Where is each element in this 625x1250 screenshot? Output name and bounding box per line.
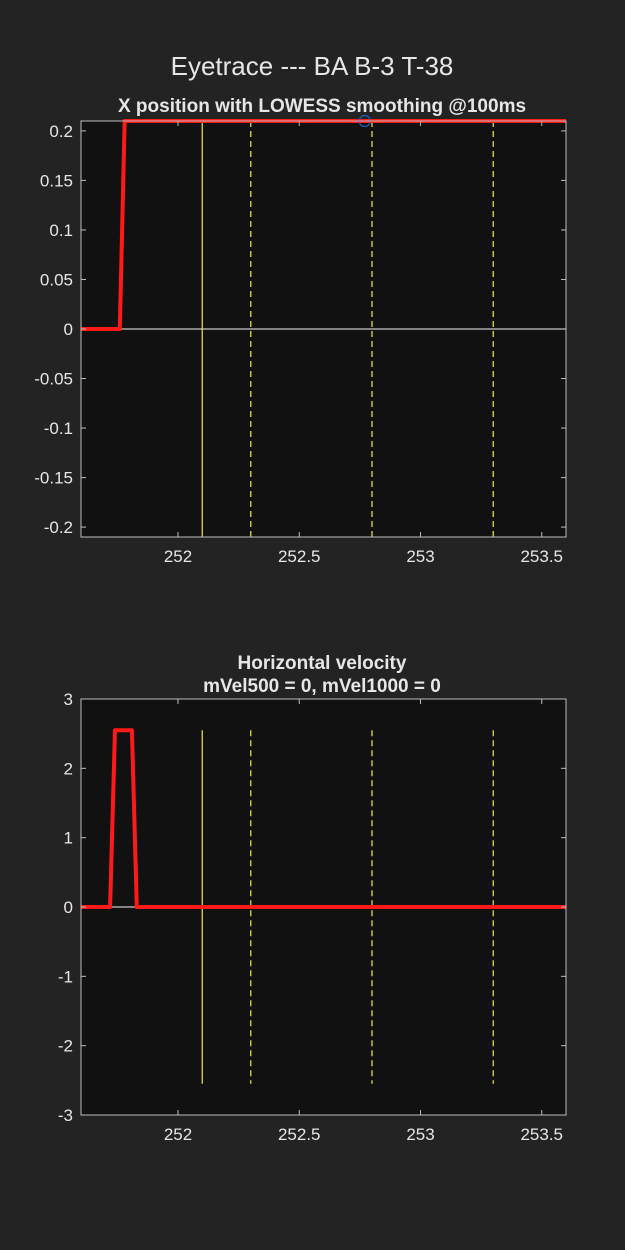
vel-xtick-label-1: 252.5 [278, 1125, 321, 1144]
vel-trace-line [81, 728, 566, 909]
vel-ytick-label-5: -2 [58, 1037, 73, 1056]
xpos-ytick-label-8: -0.2 [44, 518, 73, 537]
velocity-title: Horizontal velocity [238, 653, 407, 674]
xpos-ytick-label-2: 0.1 [49, 221, 73, 240]
xpos-ytick-label-1: 0.15 [40, 171, 73, 190]
xpos-ytick-label-0: 0.2 [49, 122, 73, 141]
velocity-subtitle: mVel500 = 0, mVel1000 = 0 [203, 676, 441, 697]
figure-title: Eyetrace --- BA B-3 T-38 [171, 51, 454, 81]
x-position-axes: 0.2 0.15 0.1 0.05 0 -0.05 -0.1 -0.15 -0.2 252 252.… [34, 96, 567, 566]
vel-ytick-label-0: 3 [64, 690, 73, 709]
vel-ytick-label-4: -1 [58, 967, 73, 986]
vel-xtick-label-2: 253 [406, 1125, 434, 1144]
vel-xtick-label-3: 253.5 [520, 1125, 563, 1144]
vel-ytick-label-3: 0 [64, 898, 73, 917]
xpos-ytick-label-6: -0.1 [44, 419, 73, 438]
xpos-xtick-label-2: 253 [406, 547, 434, 566]
xpos-ytick-label-7: -0.15 [34, 469, 73, 488]
x-position-title: X position with LOWESS smoothing @100ms [118, 96, 526, 117]
xpos-ytick-label-5: -0.05 [34, 370, 73, 389]
xpos-xtick-label-0: 252 [164, 547, 192, 566]
vel-xtick-label-0: 252 [164, 1125, 192, 1144]
xpos-xtick-label-1: 252.5 [278, 547, 321, 566]
vel-ytick-label-1: 2 [64, 759, 73, 778]
vel-ytick-label-6: -3 [58, 1106, 73, 1125]
horizontal-velocity-axes: 3 2 1 0 -1 -2 -3 252 252.5 253 253.5 Horizontal vel… [58, 653, 567, 1144]
xpos-ytick-label-3: 0.05 [40, 270, 73, 289]
xpos-xtick-label-3: 253.5 [520, 547, 563, 566]
xpos-ytick-label-4: 0 [64, 320, 73, 339]
vel-ytick-label-2: 1 [64, 829, 73, 848]
